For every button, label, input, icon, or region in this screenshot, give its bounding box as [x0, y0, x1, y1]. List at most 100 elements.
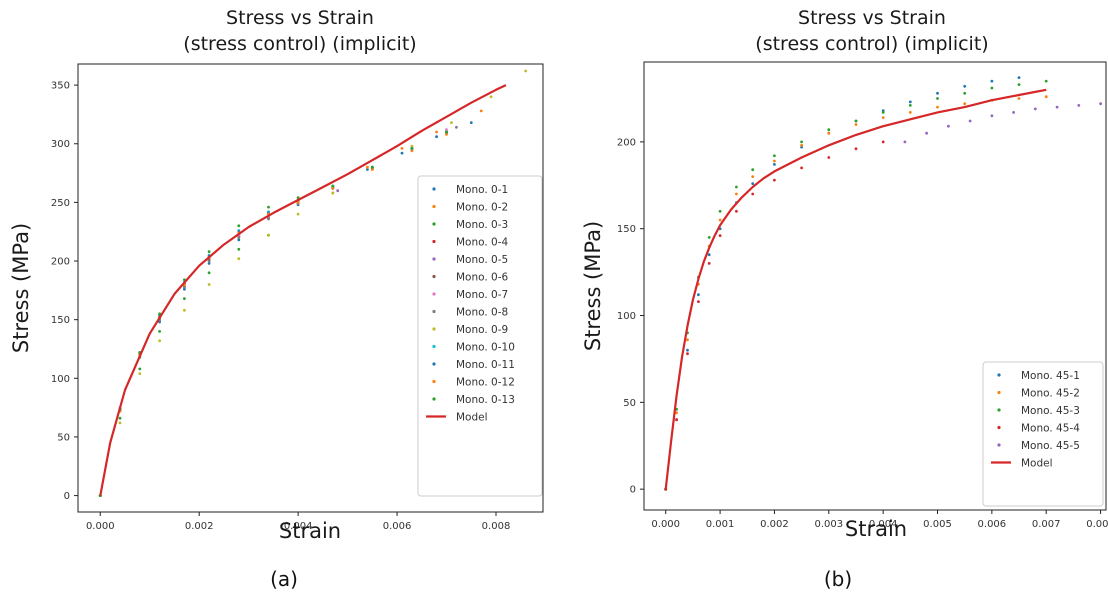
- legend-entry-label: Mono. 0-4: [456, 237, 509, 249]
- legend-swatch-dot: [432, 239, 436, 244]
- y-axis-label: Stress (MPa): [9, 223, 33, 353]
- x-tick-label: 0.000: [651, 519, 680, 530]
- series-layer: [664, 76, 1102, 491]
- legend-entry-label: Mono. 0-8: [456, 307, 508, 319]
- data-point: [908, 111, 912, 114]
- data-point: [455, 125, 458, 129]
- data-point: [435, 130, 438, 134]
- data-point: [827, 131, 831, 135]
- data-point: [445, 133, 448, 136]
- x-tick-label: 0.004: [284, 521, 313, 532]
- data-point: [735, 192, 738, 196]
- data-point: [800, 143, 803, 147]
- data-point: [370, 168, 374, 171]
- legend-swatch-dot: [432, 397, 436, 401]
- data-point: [207, 250, 211, 254]
- data-point: [267, 205, 270, 209]
- legend-swatch-dot: [432, 257, 436, 261]
- x-tick-label: 0.002: [760, 519, 789, 530]
- y-tick-label: 200: [617, 137, 636, 148]
- y-tick-label: 350: [51, 81, 70, 92]
- data-point: [751, 182, 755, 186]
- data-point: [990, 86, 994, 90]
- y-tick-label: 200: [51, 257, 70, 268]
- legend-entry-label: Mono. 45-5: [1021, 440, 1080, 452]
- data-point: [267, 233, 270, 237]
- data-point: [1044, 79, 1048, 83]
- data-point: [751, 192, 755, 196]
- legend-swatch-dot: [997, 408, 1001, 412]
- data-point: [735, 185, 738, 189]
- data-point: [138, 367, 142, 371]
- data-point: [800, 140, 803, 144]
- data-point: [445, 130, 448, 134]
- chart-title: Stress vs Strain: [798, 7, 946, 29]
- series-layer: [98, 69, 528, 497]
- data-point: [410, 144, 414, 148]
- data-point: [908, 100, 912, 104]
- data-point: [138, 372, 142, 375]
- legend-entry-label: Mono. 0-9: [456, 324, 508, 336]
- data-point: [237, 247, 241, 251]
- legend-entry-label: Mono. 45-4: [1021, 423, 1080, 435]
- data-point: [751, 175, 755, 179]
- legend-swatch-dot: [432, 274, 436, 279]
- legend-entry-label: Mono. 45-1: [1021, 370, 1080, 382]
- x-tick-label: 0.001: [706, 519, 735, 530]
- legend: Mono. 45-1 Mono. 45-2 Mono. 45-3 Mono. 45-4…: [982, 361, 1104, 507]
- data-point: [963, 91, 967, 95]
- data-point: [237, 257, 241, 261]
- data-point: [925, 131, 928, 135]
- data-point: [445, 128, 448, 132]
- data-point: [936, 97, 939, 100]
- legend-entry-label: Mono. 0-3: [456, 219, 508, 231]
- data-point: [697, 300, 700, 303]
- data-point: [686, 338, 689, 342]
- data-point: [400, 151, 404, 155]
- y-tick-label: 100: [617, 311, 636, 322]
- data-point: [479, 109, 483, 113]
- data-point: [524, 69, 528, 73]
- data-point: [936, 91, 939, 95]
- data-point: [207, 283, 211, 286]
- y-tick-label: 150: [617, 224, 636, 235]
- chart-panel-b: Stress vs Strain (stress control) (impli…: [581, 7, 1108, 591]
- data-point: [718, 209, 722, 213]
- legend-swatch-dot: [997, 443, 1001, 447]
- data-point: [686, 348, 689, 352]
- legend-entry-label: Mono. 0-10: [456, 342, 515, 354]
- data-point: [410, 149, 414, 153]
- data-point: [718, 218, 722, 222]
- data-point: [435, 135, 438, 139]
- data-point: [1033, 107, 1037, 111]
- chart-title: Stress vs Strain: [226, 7, 374, 29]
- legend-frame: [982, 361, 1104, 507]
- y-tick-label: 300: [51, 139, 70, 150]
- data-point: [735, 209, 738, 213]
- data-point: [469, 121, 473, 124]
- x-axis-label: Strain: [845, 517, 907, 541]
- y-tick-label: 50: [57, 432, 70, 443]
- data-point: [207, 259, 211, 263]
- y-axis-label: Stress (MPa): [581, 221, 605, 351]
- tick-layer: 0.000 0.002 0.004 0.006 0.008 0 50 100 150 200 250…: [51, 81, 510, 532]
- data-point: [366, 165, 369, 169]
- legend-entry-label: Mono. 45-2: [1021, 388, 1080, 400]
- data-point: [400, 147, 404, 150]
- legend-swatch-dot: [432, 344, 436, 349]
- data-point: [773, 163, 776, 166]
- data-point: [854, 123, 858, 126]
- y-tick-label: 100: [51, 374, 70, 385]
- legend-swatch-dot: [432, 309, 436, 314]
- series-line-model: [99, 84, 507, 496]
- data-point: [331, 184, 335, 188]
- data-point: [881, 116, 885, 119]
- data-point: [936, 105, 939, 109]
- legend-swatch-dot: [997, 373, 1001, 377]
- legend-entry-label: Mono. 45-3: [1021, 405, 1080, 417]
- data-point: [158, 339, 162, 343]
- data-point: [158, 320, 162, 324]
- data-point: [968, 119, 972, 123]
- data-point: [207, 271, 211, 275]
- x-axis-label: Strain: [279, 519, 341, 543]
